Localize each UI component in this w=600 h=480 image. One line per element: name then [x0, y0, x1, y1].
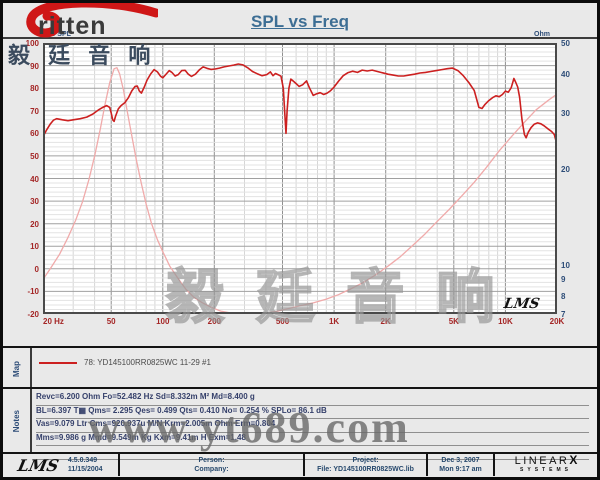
brand-chinese-name: 毅 廷 音 响 — [8, 43, 157, 68]
parameter-line-empty — [36, 446, 589, 460]
lms-footer-logo: LMS — [16, 455, 61, 475]
parameter-line: Revc=6.200 Ohm Fo=52.482 Hz Sd=8.332m M²… — [36, 392, 589, 406]
map-tab-label: Map — [12, 360, 21, 377]
x-tick-label: 1K — [328, 317, 340, 326]
legend-text: 78: YD145100RR0825WC 11-29 #1 — [84, 358, 211, 367]
left-tick-label: 100 — [25, 39, 39, 48]
x-tick-label: 20K — [549, 317, 565, 326]
software-date: 11/15/2004 — [67, 466, 103, 473]
project-label: Project: — [352, 457, 379, 464]
right-tick-label: 10 — [561, 260, 570, 270]
map-tab: Map — [3, 348, 32, 389]
file-name: File: YD145100RR0825WC.lib — [317, 466, 414, 473]
right-tick-label: 40 — [561, 69, 570, 79]
brand-swoosh-icon — [26, 2, 158, 38]
x-tick-label: 100 — [156, 317, 170, 326]
map-section: Map 78: YD145100RR0825WC 11-29 #1 — [3, 346, 597, 389]
left-tick-label: 80 — [30, 84, 39, 94]
x-tick-label: 5K — [448, 317, 459, 326]
left-tick-label: 0 — [34, 264, 39, 274]
curve-legend: 78: YD145100RR0825WC 11-29 #1 — [39, 358, 211, 367]
person-company-cell: Person: Company: — [120, 454, 305, 476]
left-tick-label: 70 — [30, 106, 39, 116]
driver-parameters: Revc=6.200 Ohm Fo=52.482 Hz Sd=8.332m M²… — [36, 392, 589, 460]
page-title: SPL vs Freq — [251, 12, 349, 31]
x-tick-label: 2K — [380, 317, 391, 326]
notes-tab: Notes — [3, 389, 32, 454]
left-tick-label: 60 — [30, 129, 39, 139]
right-tick-label: 20 — [561, 165, 570, 175]
linearx-brand-cell: LINEARX SYSTEMS — [495, 454, 597, 476]
left-tick-label: -20 — [27, 310, 39, 319]
parameter-line: Vas=9.079 Ltr Cms=920.937u M/N Krm=2.005… — [36, 419, 589, 433]
notes-section: Notes Revc=6.200 Ohm Fo=52.482 Hz Sd=8.3… — [3, 387, 597, 460]
right-tick-label: 7 — [561, 310, 566, 319]
right-tick-label: 9 — [561, 275, 566, 285]
report-time: Mon 9:17 am — [439, 466, 482, 473]
x-tick-label: 200 — [207, 317, 222, 326]
left-tick-label: 20 — [30, 219, 39, 229]
left-tick-label: 40 — [30, 174, 39, 184]
linearx-systems-label: SYSTEMS — [520, 466, 572, 473]
bottom-watermark: www.yt689.com — [88, 403, 410, 452]
lms-plot-logo: LMS — [502, 296, 541, 312]
spl-vs-freq-plot — [43, 43, 557, 314]
title-divider — [3, 37, 597, 39]
right-tick-label: 30 — [561, 109, 570, 119]
center-watermark: 毅 廷 音 响 — [165, 264, 503, 331]
datetime-cell: Dec 3, 2007 Mon 9:17 am — [428, 454, 495, 476]
lms-version-cell: LMS 4.5.0.349 11/15/2004 — [3, 454, 120, 476]
person-label: Person: — [198, 457, 225, 464]
linearx-logo: LINEARX — [514, 452, 578, 467]
x-tick-label: 50 — [106, 317, 116, 326]
x-tick-label: 20 Hz — [43, 317, 64, 326]
notes-tab-label: Notes — [12, 410, 21, 433]
brand-name: ritten — [38, 12, 107, 40]
left-tick-label: 10 — [30, 242, 39, 252]
left-tick-label: 30 — [30, 197, 39, 207]
status-bar: LMS 4.5.0.349 11/15/2004 Person: Company… — [3, 452, 597, 476]
x-tick-label: 500 — [275, 317, 290, 326]
legend-swatch — [39, 361, 77, 364]
x-tick-label: 10K — [498, 317, 513, 326]
report-date: Dec 3, 2007 — [441, 457, 480, 464]
company-label: Company: — [194, 466, 229, 473]
parameter-line: BL=6.397 T▦ Qms= 2.295 Qes= 0.499 Qts= 0… — [36, 406, 589, 420]
right-tick-label: 8 — [561, 291, 566, 301]
left-tick-label: 50 — [30, 151, 39, 161]
left-axis-unit: dB SPL — [46, 31, 71, 38]
parameter-line: Mms=9.986 g Mmd=9.549m Kg Kxm=9.41m H Ex… — [36, 433, 589, 447]
left-tick-label: 90 — [30, 61, 39, 71]
left-tick-label: -10 — [27, 287, 39, 297]
right-tick-label: 50 — [561, 39, 570, 48]
project-file-cell: Project: File: YD145100RR0825WC.lib — [305, 454, 428, 476]
right-axis-unit: Ohm — [534, 31, 550, 38]
software-version: 4.5.0.349 — [67, 457, 98, 464]
